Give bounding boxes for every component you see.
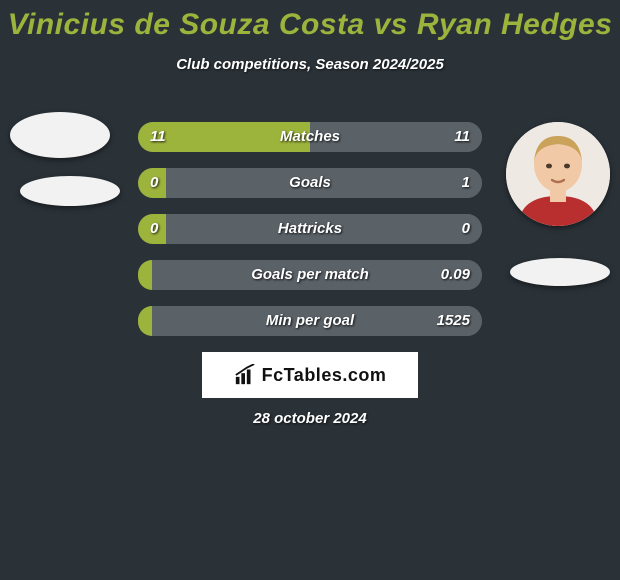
stat-row: 01Goals <box>138 168 482 198</box>
subtitle: Club competitions, Season 2024/2025 <box>0 56 620 73</box>
watermark: FcTables.com <box>202 352 418 398</box>
chart-icon <box>234 364 256 386</box>
vs-text: vs <box>374 8 417 41</box>
stat-label: Hattricks <box>138 214 482 244</box>
stat-label: Matches <box>138 122 482 152</box>
stats-area: 1111Matches 01Goals 00Hattricks 0.09Goals p… <box>138 122 482 352</box>
player2-name: Ryan Hedges <box>417 8 613 41</box>
stat-row: 0.09Goals per match <box>138 260 482 290</box>
player2-club-badge <box>510 258 610 286</box>
stat-label: Goals per match <box>138 260 482 290</box>
player2-avatar <box>506 122 610 226</box>
player1-avatar <box>10 112 110 158</box>
stat-row: 1525Min per goal <box>138 306 482 336</box>
watermark-text: FcTables.com <box>262 365 387 386</box>
stat-row: 1111Matches <box>138 122 482 152</box>
stat-label: Min per goal <box>138 306 482 336</box>
page-title: Vinicius de Souza Costa vs Ryan Hedges <box>0 0 620 42</box>
player1-club-badge <box>20 176 120 206</box>
stat-label: Goals <box>138 168 482 198</box>
stat-row: 00Hattricks <box>138 214 482 244</box>
player2-avatar-svg <box>506 122 610 226</box>
date-text: 28 october 2024 <box>0 410 620 427</box>
player1-name: Vinicius de Souza Costa <box>8 8 365 41</box>
